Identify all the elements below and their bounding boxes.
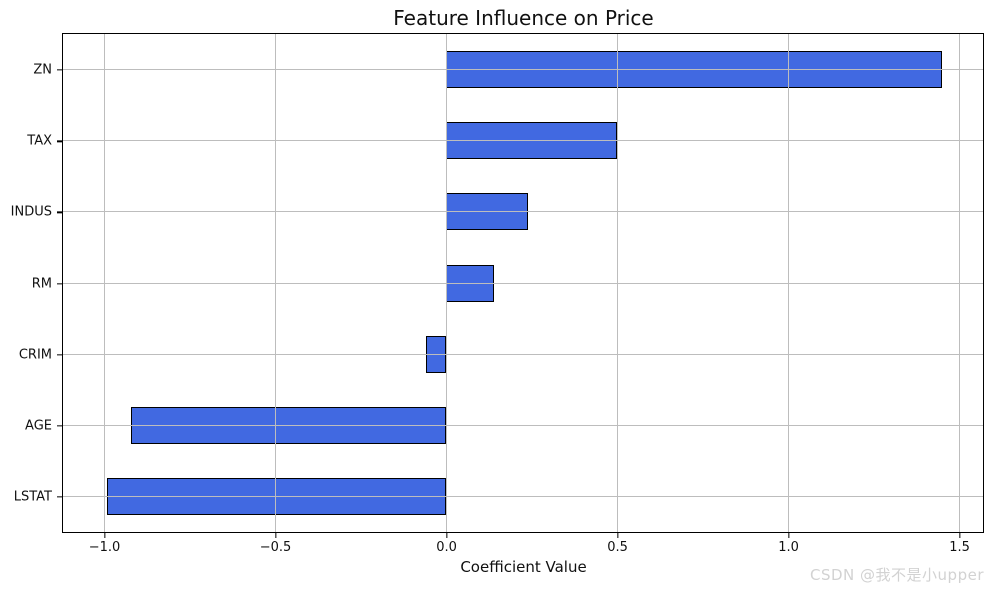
horizontal-gridline	[63, 353, 983, 355]
x-tick-mark	[616, 533, 619, 538]
y-tick-mark	[57, 353, 62, 356]
vertical-gridline	[103, 34, 105, 532]
y-tick-mark	[57, 69, 62, 71]
y-tick-label: AGE	[25, 418, 52, 434]
x-tick-label: 0.5	[607, 540, 628, 555]
vertical-gridline	[958, 34, 960, 532]
horizontal-gridline	[63, 140, 983, 142]
y-tick-label: INDUS	[10, 204, 52, 220]
chart-title: Feature Influence on Price	[393, 6, 654, 30]
vertical-gridline	[274, 34, 276, 532]
horizontal-gridline	[63, 424, 983, 426]
y-tick-label: CRIM	[18, 347, 52, 363]
y-tick-label: TAX	[27, 133, 52, 149]
y-tick-label: ZN	[33, 62, 52, 78]
x-tick-mark	[274, 533, 277, 538]
plot-area	[62, 33, 984, 533]
x-tick-mark	[103, 533, 106, 538]
bar-indus	[446, 193, 529, 231]
bar-crim	[425, 335, 447, 373]
grid-layer	[63, 34, 983, 532]
x-tick-label: 1.0	[778, 540, 799, 555]
vertical-gridline	[616, 34, 618, 532]
bar-tax	[446, 122, 618, 160]
horizontal-gridline	[63, 69, 983, 71]
bar-lstat	[107, 477, 447, 515]
vertical-gridline	[445, 34, 447, 532]
x-tick-label: −1.0	[88, 540, 121, 555]
y-tick-mark	[57, 496, 62, 498]
x-tick-label: 1.5	[949, 540, 970, 555]
x-tick-mark	[445, 533, 448, 538]
x-tick-mark	[787, 533, 790, 538]
y-tick-label: RM	[31, 276, 52, 291]
y-tick-label: LSTAT	[13, 489, 52, 505]
x-axis-label: Coefficient Value	[460, 558, 587, 576]
x-tick-mark	[958, 533, 961, 538]
y-tick-mark	[57, 425, 62, 427]
horizontal-gridline	[63, 211, 983, 213]
x-tick-label: −0.5	[259, 540, 292, 555]
bar-rm	[446, 264, 494, 302]
y-tick-mark	[57, 140, 62, 142]
vertical-gridline	[787, 34, 789, 532]
horizontal-gridline	[63, 495, 983, 497]
bar-age	[131, 406, 447, 444]
y-tick-mark	[57, 211, 62, 213]
bars-layer	[63, 34, 983, 532]
x-tick-label: 0.0	[436, 540, 457, 555]
bar-zn	[446, 51, 942, 89]
horizontal-gridline	[63, 282, 983, 284]
y-tick-mark	[57, 282, 62, 285]
watermark: CSDN @我不是小upper	[810, 566, 984, 584]
